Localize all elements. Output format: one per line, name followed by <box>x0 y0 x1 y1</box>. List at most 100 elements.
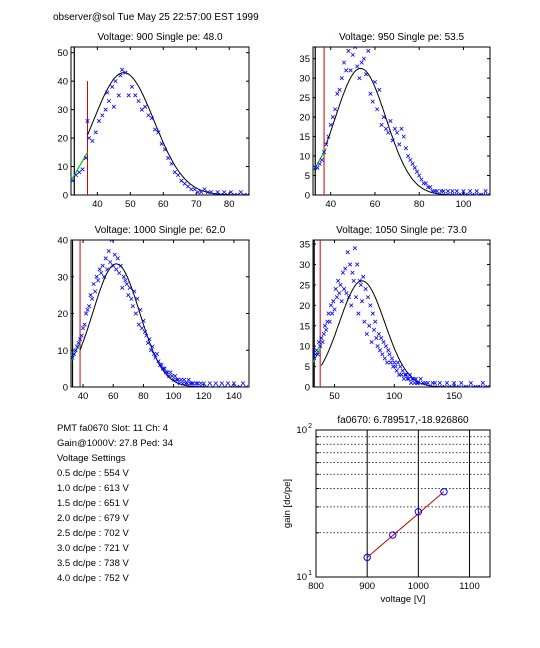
data-point <box>387 352 392 357</box>
data-point <box>159 362 164 368</box>
data-point <box>465 192 470 195</box>
data-point <box>154 351 160 357</box>
data-point <box>103 256 108 261</box>
data-point <box>358 282 363 287</box>
data-point <box>316 340 322 345</box>
data-point <box>156 359 161 364</box>
data-point <box>198 381 203 386</box>
data-point <box>189 187 194 192</box>
data-point <box>238 190 243 195</box>
data-point <box>478 384 483 387</box>
data-point <box>450 189 455 194</box>
data-point <box>355 262 360 267</box>
data-point <box>385 360 390 365</box>
data-point <box>96 278 101 283</box>
data-point <box>364 331 369 336</box>
data-point <box>165 370 170 375</box>
data-point <box>483 189 488 194</box>
data-point <box>399 126 404 131</box>
data-point <box>174 377 179 382</box>
data-point <box>91 282 96 287</box>
x-tick-label: 60 <box>158 199 169 210</box>
data-point <box>432 380 438 385</box>
data-point <box>334 295 340 300</box>
y-tick-label: 10 <box>299 152 310 163</box>
data-point <box>359 299 365 304</box>
data-point <box>335 91 340 96</box>
data-point <box>169 161 174 166</box>
data-point <box>359 60 364 65</box>
data-point <box>105 267 110 272</box>
y-tick-label: 25 <box>299 93 310 104</box>
data-point <box>144 333 149 338</box>
y-tick-label: 20 <box>57 134 68 145</box>
data-point <box>79 333 84 338</box>
y-tick-label: 35 <box>299 54 310 65</box>
data-point <box>97 267 102 272</box>
data-point <box>160 366 166 371</box>
data-point <box>225 381 230 386</box>
data-point <box>346 48 351 53</box>
data-point <box>375 107 380 112</box>
data-point <box>376 331 381 336</box>
data-point <box>414 380 420 385</box>
data-point <box>111 263 116 268</box>
data-point <box>126 293 131 298</box>
data-point <box>130 304 135 309</box>
data-point <box>383 344 389 349</box>
data-point <box>240 381 246 386</box>
data-point <box>362 319 367 324</box>
x-tick-label: 70 <box>191 199 202 210</box>
data-point <box>403 372 408 377</box>
data-point <box>459 380 464 385</box>
data-point <box>459 192 464 195</box>
chart-title: Voltage: 1050 Single pe: 73.0 <box>336 225 467 236</box>
x-tick-label: 150 <box>446 391 462 402</box>
data-point <box>448 192 453 195</box>
data-point <box>88 293 93 298</box>
data-point <box>210 384 215 387</box>
data-point <box>377 348 383 353</box>
data-point <box>168 370 173 375</box>
data-point <box>454 189 459 194</box>
data-point <box>85 118 90 124</box>
data-point <box>480 380 485 385</box>
chart-title: Voltage: 950 Single pe: 53.5 <box>339 32 465 43</box>
data-point <box>392 360 397 365</box>
data-point <box>121 274 126 279</box>
data-point <box>71 351 77 357</box>
data-point <box>142 329 147 334</box>
data-point <box>209 190 214 195</box>
data-point <box>183 381 188 386</box>
data-point <box>390 138 395 143</box>
x-tick-label: 60 <box>370 199 381 210</box>
gaussian-fit-curve <box>87 72 249 195</box>
data-point <box>343 266 348 271</box>
data-point <box>100 113 105 118</box>
chart-title: Voltage: 900 Single pe: 48.0 <box>97 32 223 43</box>
data-point <box>321 150 327 155</box>
data-point <box>395 360 400 365</box>
data-point <box>186 377 191 382</box>
data-point <box>367 323 372 328</box>
data-point <box>425 380 430 385</box>
data-point <box>369 340 374 345</box>
data-point <box>389 356 395 361</box>
data-point <box>138 307 143 312</box>
y-tick-label: 0 <box>63 191 68 202</box>
data-point <box>147 337 152 342</box>
data-point <box>245 192 249 195</box>
x-tick-label: 50 <box>125 199 136 210</box>
data-point <box>444 380 450 385</box>
data-point <box>185 381 190 386</box>
data-point <box>351 278 356 283</box>
voltage-setting-row: 2.0 dc/pe : 679 V <box>57 513 129 524</box>
y-tick-label: 40 <box>57 77 68 88</box>
data-point <box>405 376 410 381</box>
data-point <box>379 122 384 127</box>
x-axis-label: voltage [V] <box>381 594 426 605</box>
y-tick-label: 10 <box>57 346 68 357</box>
data-point <box>326 134 331 139</box>
data-point <box>442 384 447 387</box>
data-point <box>339 76 344 81</box>
